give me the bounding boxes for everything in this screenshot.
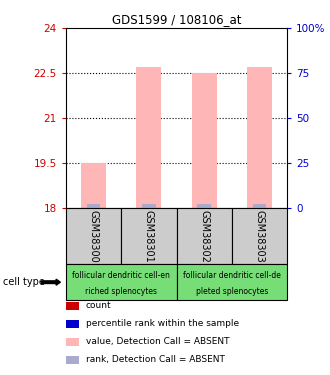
Bar	[177, 264, 287, 300]
Bar	[137, 67, 161, 208]
Text: follicular dendritic cell-de: follicular dendritic cell-de	[183, 271, 281, 280]
Bar	[66, 264, 177, 300]
Text: riched splenocytes: riched splenocytes	[85, 286, 157, 296]
Text: cell type: cell type	[3, 277, 45, 287]
Bar	[247, 67, 272, 208]
Text: follicular dendritic cell-en: follicular dendritic cell-en	[72, 271, 170, 280]
Text: pleted splenocytes: pleted splenocytes	[196, 286, 268, 296]
Text: GSM38300: GSM38300	[89, 210, 99, 262]
Bar	[177, 208, 232, 264]
Bar	[253, 204, 266, 208]
Bar	[192, 73, 216, 208]
Text: percentile rank within the sample: percentile rank within the sample	[86, 319, 239, 328]
Text: rank, Detection Call = ABSENT: rank, Detection Call = ABSENT	[86, 355, 225, 364]
Bar	[142, 204, 156, 208]
Bar	[81, 163, 106, 208]
Bar	[66, 208, 121, 264]
Bar	[121, 208, 177, 264]
Text: GSM38303: GSM38303	[254, 210, 264, 262]
Text: count: count	[86, 301, 112, 310]
Bar	[197, 204, 211, 208]
Text: GSM38302: GSM38302	[199, 210, 209, 262]
Text: value, Detection Call = ABSENT: value, Detection Call = ABSENT	[86, 337, 229, 346]
Bar	[87, 204, 100, 208]
Title: GDS1599 / 108106_at: GDS1599 / 108106_at	[112, 13, 241, 26]
Text: GSM38301: GSM38301	[144, 210, 154, 262]
Bar	[232, 208, 287, 264]
